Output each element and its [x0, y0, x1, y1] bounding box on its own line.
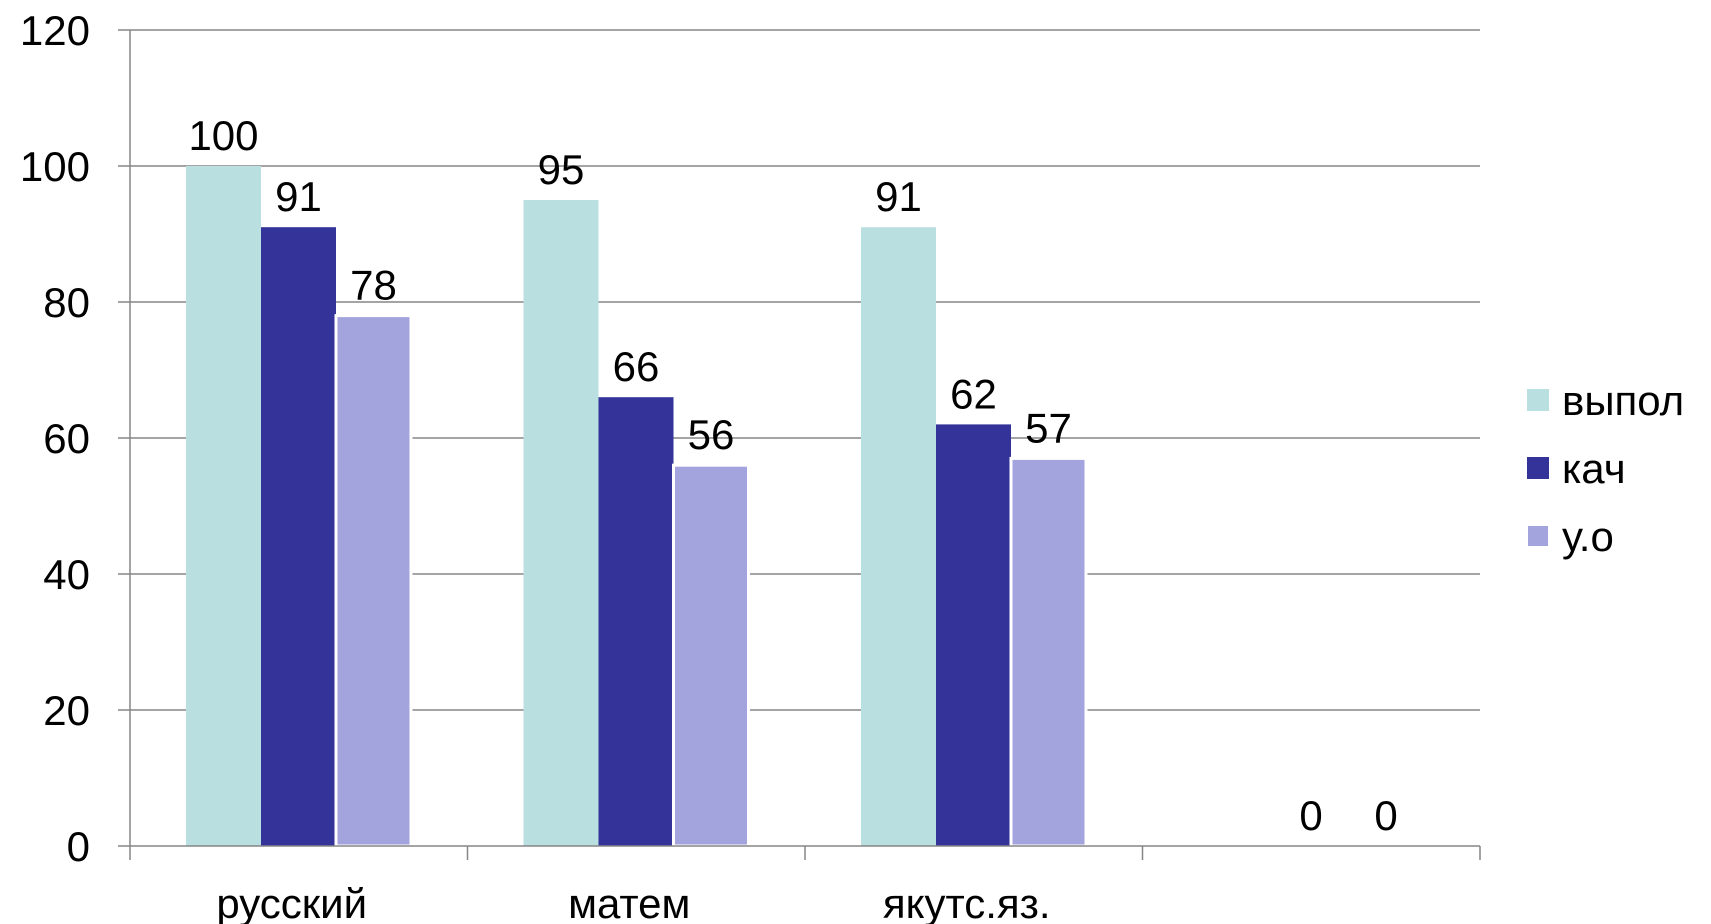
x-category-label: матем: [568, 880, 690, 924]
data-label: 91: [275, 173, 322, 220]
legend-swatch: [1527, 457, 1549, 479]
legend-label: кач: [1562, 445, 1626, 492]
y-tick-label: 40: [43, 551, 90, 598]
legend-label: выпол: [1562, 377, 1684, 424]
y-tick-label: 60: [43, 415, 90, 462]
bar-2-2: [1009, 456, 1088, 848]
data-label: 56: [688, 411, 735, 458]
y-tick-label: 100: [20, 143, 90, 190]
bar-0-1: [523, 200, 599, 846]
data-label: 0: [1299, 792, 1322, 839]
data-label: 62: [950, 370, 997, 417]
data-label: 95: [538, 146, 585, 193]
data-label: 57: [1025, 404, 1072, 451]
data-label: 91: [875, 173, 922, 220]
data-label: 100: [188, 112, 258, 159]
y-tick-label: 80: [43, 279, 90, 326]
bar-0-0: [186, 166, 261, 846]
y-tick-label: 0: [67, 823, 90, 870]
y-tick-label: 20: [43, 687, 90, 734]
axes: 0 20 40 60 80 100 120 русский матем якутс.яз.: [20, 7, 1481, 924]
bar-1-1: [598, 397, 674, 846]
legend: выпол кач у.о: [1526, 377, 1684, 560]
legend-swatch: [1526, 524, 1550, 548]
bars: [186, 166, 1088, 848]
bar-0-2: [861, 227, 936, 846]
x-category-label: якутс.яз.: [883, 880, 1051, 924]
y-tick-label: 120: [20, 7, 90, 54]
data-label: 78: [350, 262, 397, 309]
legend-label: у.о: [1562, 513, 1614, 560]
bar-1-0: [261, 227, 336, 846]
data-labels: 100 95 91 91 66 62 0 78 56 57 0: [188, 112, 1397, 839]
x-category-label: русский: [216, 880, 367, 924]
bar-2-1: [672, 463, 750, 848]
legend-swatch: [1527, 389, 1549, 411]
bar-1-2: [936, 424, 1011, 846]
bar-2-0: [334, 314, 413, 848]
data-label: 0: [1374, 792, 1397, 839]
data-label: 66: [613, 343, 660, 390]
